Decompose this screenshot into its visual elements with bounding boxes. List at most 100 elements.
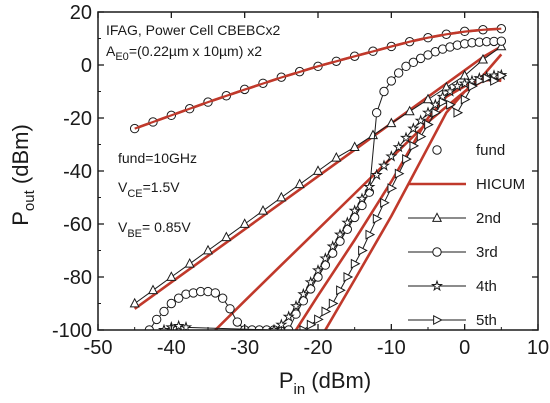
series-5th-hicum — [324, 77, 502, 330]
data-point — [475, 75, 486, 86]
data-point — [399, 131, 413, 144]
data-point — [386, 76, 397, 86]
data-point — [294, 178, 305, 189]
data-point — [460, 94, 471, 105]
data-point — [465, 74, 479, 87]
data-point — [496, 36, 507, 46]
data-point — [341, 216, 354, 228]
vce-annotation: VCE=1.5V — [118, 179, 180, 200]
data-point — [468, 81, 478, 92]
legend-marker — [431, 212, 443, 222]
series-3rd — [144, 36, 507, 330]
legend-marker — [430, 279, 444, 292]
y-tick-label: -100 — [52, 320, 92, 342]
data-point — [409, 140, 420, 151]
title-annotation: IFAG, Power Cell CBEBCx2 — [106, 22, 280, 38]
data-point — [159, 306, 169, 317]
x-tick-label: 10 — [527, 337, 549, 359]
data-point — [355, 192, 369, 204]
data-point — [297, 287, 310, 300]
data-point — [304, 275, 317, 288]
data-point — [257, 204, 269, 215]
data-point — [151, 314, 162, 325]
data-point — [312, 165, 324, 175]
data-point — [328, 298, 339, 309]
series-3rd-hicum — [214, 53, 503, 330]
y-tick-label: -80 — [63, 267, 92, 289]
x-tick-label: -30 — [230, 337, 259, 359]
series-fund — [129, 23, 507, 134]
data-point — [482, 73, 493, 84]
data-point — [401, 61, 411, 72]
data-point — [446, 99, 456, 110]
legend-marker — [432, 247, 442, 257]
data-point — [451, 79, 464, 92]
data-point — [380, 197, 390, 208]
series-line — [214, 53, 503, 330]
data-point — [416, 131, 427, 142]
legend-item-hicum: HICUM — [408, 176, 525, 193]
data-point — [319, 252, 332, 264]
data-point — [379, 86, 389, 97]
x-tick-label: -50 — [84, 337, 113, 359]
legend-item-2nd: 2nd — [408, 210, 501, 227]
data-point — [436, 90, 449, 102]
data-point — [443, 85, 457, 97]
data-point — [129, 123, 140, 134]
x-axis-ticks: -50 -40 -30 -20 -10 0 10 — [84, 12, 549, 359]
x-tick-label: -20 — [304, 337, 333, 359]
data-point — [336, 285, 346, 296]
data-point — [217, 293, 228, 303]
data-point — [414, 114, 427, 126]
legend-label: HICUM — [476, 176, 525, 193]
data-point — [184, 257, 195, 268]
data-point — [299, 324, 310, 330]
data-point — [232, 317, 243, 327]
legend-label: 4th — [476, 278, 497, 295]
data-point — [490, 75, 500, 86]
plot-data-layer — [129, 23, 508, 330]
data-point — [291, 309, 301, 319]
data-point — [267, 323, 281, 330]
data-point — [282, 310, 295, 322]
data-point — [147, 284, 159, 295]
legend-label: fund — [476, 142, 505, 159]
data-point — [129, 297, 140, 308]
data-point — [453, 107, 464, 118]
emitter-area-annotation: AE0=(0.22µm x 10µm) x2 — [106, 43, 262, 63]
data-point — [221, 231, 232, 242]
y-tick-label: -60 — [63, 214, 92, 236]
data-point — [421, 106, 435, 118]
series-4th — [157, 68, 508, 330]
legend-item-5th: 5th — [408, 312, 497, 329]
data-point — [331, 151, 342, 162]
y-tick-label: -40 — [63, 161, 92, 183]
data-point — [173, 293, 184, 303]
data-point — [166, 298, 177, 309]
x-tick-label: -10 — [377, 337, 406, 359]
data-point — [386, 117, 397, 128]
data-point — [458, 77, 471, 89]
data-point — [407, 122, 420, 134]
legend-label: 5th — [476, 312, 497, 329]
data-point — [408, 57, 419, 68]
data-point — [370, 168, 383, 181]
data-point — [172, 319, 185, 330]
data-point — [321, 306, 332, 317]
annotations: IFAG, Power Cell CBEBCx2 AE0=(0.22µm x 1… — [106, 22, 280, 240]
data-point — [157, 323, 171, 330]
legend-label: 3rd — [476, 244, 498, 261]
data-point — [422, 93, 434, 104]
series-line — [133, 45, 502, 310]
series-2nd-hicum — [133, 45, 502, 310]
x-axis-title: Pin (dBm) — [279, 368, 371, 398]
data-point — [166, 271, 177, 281]
data-point — [314, 314, 324, 325]
y-tick-label: -20 — [63, 108, 92, 130]
data-point — [431, 107, 442, 118]
data-point — [343, 271, 354, 283]
data-point — [326, 240, 339, 252]
data-point — [377, 159, 391, 171]
legend-item-fund: fund — [432, 142, 505, 159]
data-point — [438, 97, 449, 108]
